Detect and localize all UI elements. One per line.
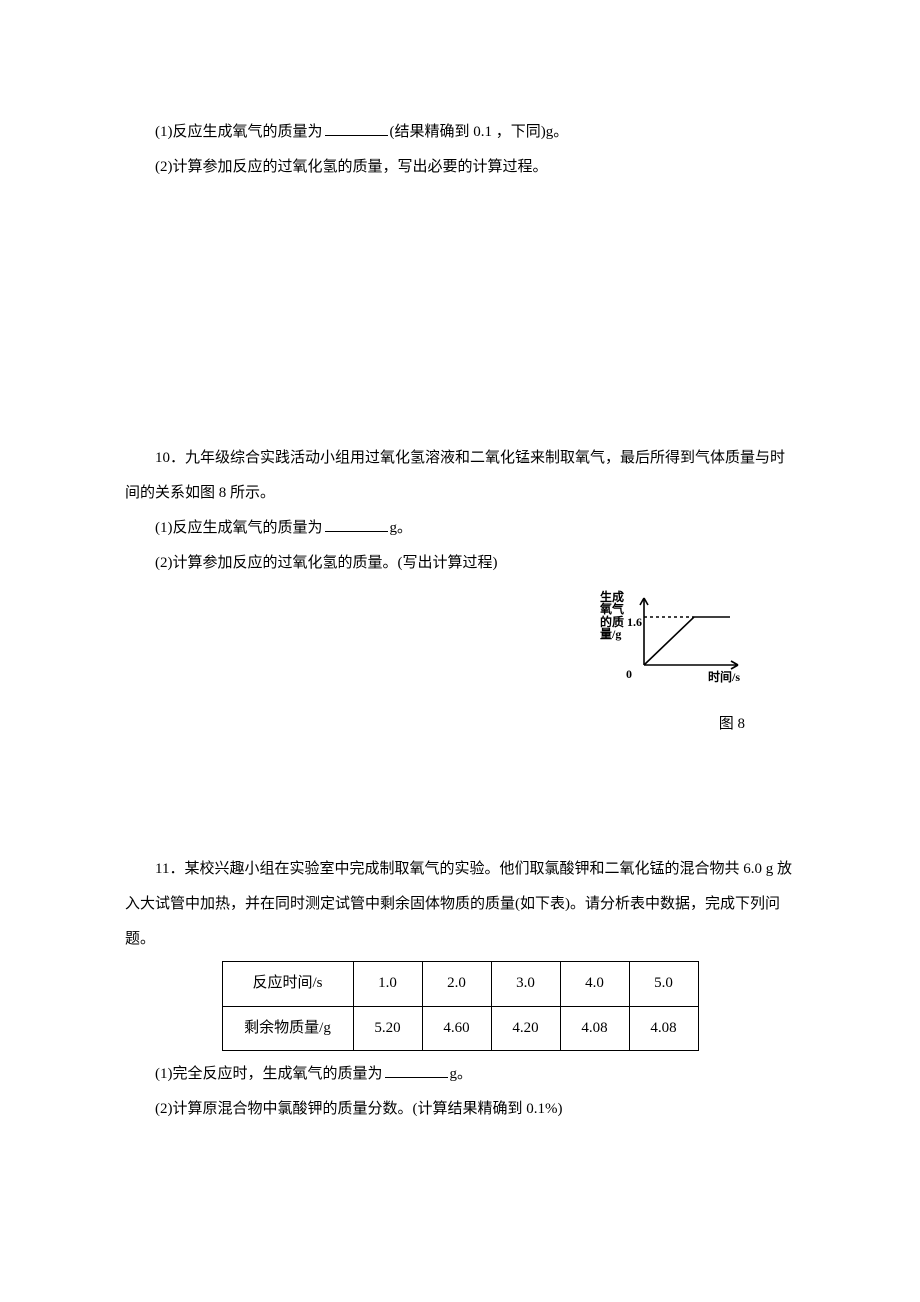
spacer-2 (125, 722, 795, 852)
chart-ylabel: 生成氧气的质量/g (600, 591, 626, 641)
q10-figcaption: 图 8 (719, 707, 745, 742)
table-cell: 1.0 (353, 962, 422, 1006)
table-cell: 4.60 (422, 1006, 491, 1050)
table-cell: 5.20 (353, 1006, 422, 1050)
q9-part1-text-a: (1)反应生成氧气的质量为 (155, 124, 323, 140)
table-row: 反应时间/s 1.0 2.0 3.0 4.0 5.0 (222, 962, 698, 1006)
table-cell: 4.0 (560, 962, 629, 1006)
q11-blank (385, 1062, 448, 1078)
q9-part1: (1)反应生成氧气的质量为 (结果精确到 0.1 ，下同)g。 (125, 115, 795, 150)
q10-part2: (2)计算参加反应的过氧化氢的质量。(写出计算过程) (125, 546, 795, 581)
q11-part1: (1)完全反应时，生成氧气的质量为 g。 (125, 1057, 795, 1092)
q9-blank (325, 120, 388, 136)
q10-intro-text: 10．九年级综合实践活动小组用过氧化氢溶液和二氧化锰来制取氧气，最后所得到气体质… (125, 450, 785, 501)
q11-intro: 11．某校兴趣小组在实验室中完成制取氧气的实验。他们取氯酸钾和二氧化锰的混合物共… (125, 852, 795, 958)
q9-part2: (2)计算参加反应的过氧化氢的质量，写出必要的计算过程。 (125, 150, 795, 185)
table-cell: 2.0 (422, 962, 491, 1006)
q10-blank (325, 516, 388, 532)
table-cell: 4.20 (491, 1006, 560, 1050)
q11-part2: (2)计算原混合物中氯酸钾的质量分数。(计算结果精确到 0.1%) (125, 1092, 795, 1127)
page: (1)反应生成氧气的质量为 (结果精确到 0.1 ，下同)g。 (2)计算参加反应… (0, 0, 920, 1302)
table-cell: 5.0 (629, 962, 698, 1006)
q10-part1-text-b: g。 (390, 520, 413, 536)
q9-part1-text-b: (结果精确到 0.1 ，下同)g。 (390, 124, 569, 140)
spacer (125, 186, 795, 441)
q10-figure-wrap: 生成氧气的质量/g 1.6 0 时间/s 图 8 (125, 582, 795, 722)
q10-chart: 生成氧气的质量/g 1.6 0 时间/s (600, 587, 755, 707)
q11-part1-text-a: (1)完全反应时，生成氧气的质量为 (155, 1066, 383, 1082)
table-header-time: 反应时间/s (222, 962, 353, 1006)
q11-intro-text: 11．某校兴趣小组在实验室中完成制取氧气的实验。他们取氯酸钾和二氧化锰的混合物共… (125, 861, 792, 948)
table-cell: 3.0 (491, 962, 560, 1006)
q11-table: 反应时间/s 1.0 2.0 3.0 4.0 5.0 剩余物质量/g 5.20 … (222, 961, 699, 1051)
q10-part1: (1)反应生成氧气的质量为 g。 (125, 511, 795, 546)
table-header-mass: 剩余物质量/g (222, 1006, 353, 1050)
chart-origin: 0 (626, 660, 632, 688)
table-cell: 4.08 (629, 1006, 698, 1050)
q10-part1-text-a: (1)反应生成氧气的质量为 (155, 520, 323, 536)
chart-svg (638, 595, 748, 675)
q11-part1-text-b: g。 (450, 1066, 473, 1082)
table-cell: 4.08 (560, 1006, 629, 1050)
table-row: 剩余物质量/g 5.20 4.60 4.20 4.08 4.08 (222, 1006, 698, 1050)
q10-intro: 10．九年级综合实践活动小组用过氧化氢溶液和二氧化锰来制取氧气，最后所得到气体质… (125, 441, 795, 512)
